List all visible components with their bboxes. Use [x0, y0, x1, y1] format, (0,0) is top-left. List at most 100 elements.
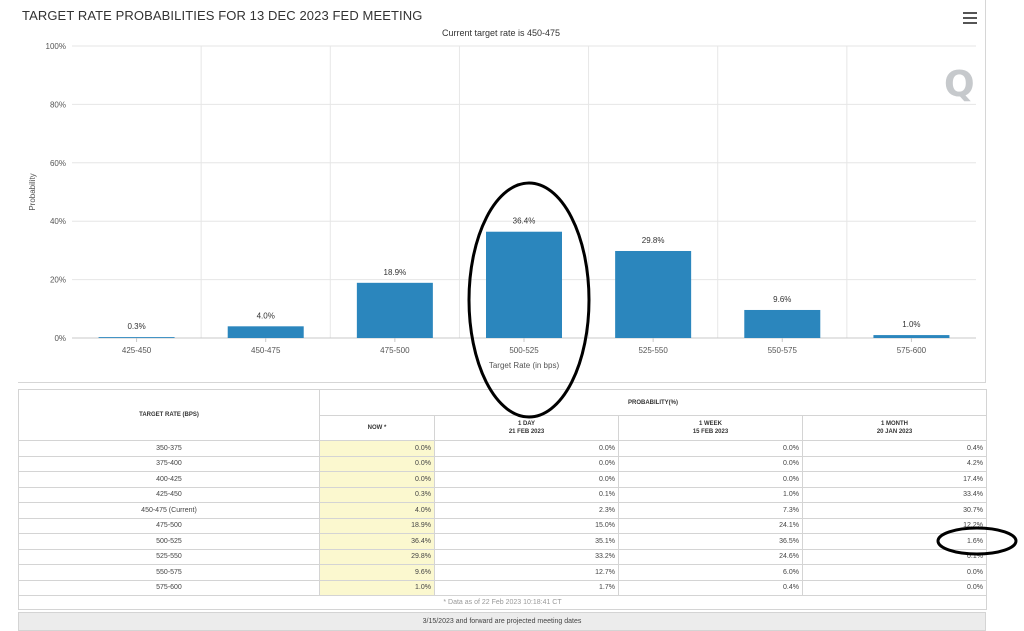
y-tick-label: 100%: [46, 42, 66, 51]
cell-range: 350-375: [18, 440, 320, 457]
cell-month: 33.4%: [802, 486, 987, 503]
x-tick-label: 425-450: [122, 346, 152, 355]
cell-day: 1.7%: [434, 579, 619, 596]
cell-day: 0.0%: [434, 471, 619, 488]
column-header-1-week: 1 WEEK 15 FEB 2023: [618, 415, 803, 441]
cell-week: 1.0%: [618, 486, 803, 503]
column-header-label: 1 MONTH: [881, 421, 908, 427]
bar-575-600: [873, 335, 950, 338]
cell-now: 0.0%: [319, 440, 435, 457]
cell-range: 425-450: [18, 486, 320, 503]
cell-day: 0.0%: [434, 455, 619, 472]
column-header-label: 1 WEEK: [698, 421, 722, 427]
cell-month: 17.4%: [802, 471, 987, 488]
bar-475-500: [356, 282, 433, 338]
cell-now: 0.0%: [319, 471, 435, 488]
column-header-date: 20 JAN 2023: [876, 429, 913, 435]
cell-range: 500-525: [18, 533, 320, 550]
cell-now: 0.3%: [319, 486, 435, 503]
cell-now: 36.4%: [319, 533, 435, 550]
cell-month: 0.0%: [802, 579, 987, 596]
cell-week: 6.0%: [618, 564, 803, 581]
table-row: 475-500 18.9% 15.0% 24.1% 12.2%: [18, 517, 987, 534]
column-header-label: 1 DAY: [517, 421, 536, 427]
x-tick-label: 525-550: [638, 346, 668, 355]
bar-500-525: [486, 231, 562, 338]
data-label: 0.3%: [127, 322, 145, 331]
table-row: 575-600 1.0% 1.7% 0.4% 0.0%: [18, 579, 987, 596]
table-row: 400-425 0.0% 0.0% 0.0% 17.4%: [18, 471, 987, 488]
cell-now: 4.0%: [319, 502, 435, 519]
data-label: 29.8%: [642, 236, 665, 245]
cell-day: 33.2%: [434, 548, 619, 565]
cell-now: 1.0%: [319, 579, 435, 596]
cell-day: 35.1%: [434, 533, 619, 550]
y-tick-label: 60%: [50, 159, 66, 168]
cell-month: 0.4%: [802, 440, 987, 457]
bar-450-475: [227, 326, 304, 338]
y-tick-label: 40%: [50, 217, 66, 226]
column-header-label: NOW *: [367, 425, 387, 431]
cell-week: 0.4%: [618, 579, 803, 596]
x-axis-label: Target Rate (in bps): [489, 361, 560, 370]
table-row: 450-475 (Current) 4.0% 2.3% 7.3% 30.7%: [18, 502, 987, 519]
x-tick-label: 475-500: [380, 346, 410, 355]
chart-subtitle: Current target rate is 450-475: [441, 28, 561, 38]
chart-title: TARGET RATE PROBABILITIES FOR 13 DEC 202…: [22, 8, 423, 23]
data-label: 18.9%: [384, 268, 407, 277]
bar-550-575: [744, 309, 821, 338]
cell-now: 9.6%: [319, 564, 435, 581]
table-row: 375-400 0.0% 0.0% 0.0% 4.2%: [18, 455, 987, 472]
cell-month: 30.7%: [802, 502, 987, 519]
column-header-now: NOW *: [319, 415, 435, 441]
cell-month: 4.2%: [802, 455, 987, 472]
column-header-1-day: 1 DAY 21 FEB 2023: [434, 415, 619, 441]
group-header: PROBABILITY(%): [319, 389, 987, 416]
cell-month: 1.6%: [802, 533, 987, 550]
bar-425-450: [98, 337, 175, 338]
table-row: 550-575 9.6% 12.7% 6.0% 0.0%: [18, 564, 987, 581]
cell-month: 12.2%: [802, 517, 987, 534]
cell-day: 15.0%: [434, 517, 619, 534]
cell-range: 550-575: [18, 564, 320, 581]
table-row: 425-450 0.3% 0.1% 1.0% 33.4%: [18, 486, 987, 503]
column-header-date: 15 FEB 2023: [692, 429, 729, 435]
probability-table: TARGET RATE (BPS) PROBABILITY(%) NOW * 1 …: [18, 389, 987, 610]
cell-day: 0.1%: [434, 486, 619, 503]
logo-q-icon: Q: [944, 64, 975, 105]
table-row: 525-550 29.8% 33.2% 24.6% 0.1%: [18, 548, 987, 565]
cell-day: 2.3%: [434, 502, 619, 519]
y-tick-label: 80%: [50, 100, 66, 109]
cell-week: 0.0%: [618, 471, 803, 488]
data-timestamp-note: * Data as of 22 Feb 2023 10:18:41 CT: [18, 595, 987, 610]
table-row: 500-525 36.4% 35.1% 36.5% 1.6%: [18, 533, 987, 550]
data-label: 1.0%: [902, 320, 920, 329]
cell-week: 7.3%: [618, 502, 803, 519]
cell-month: 0.0%: [802, 564, 987, 581]
x-tick-label: 575-600: [897, 346, 927, 355]
cell-range: 575-600: [18, 579, 320, 596]
cell-week: 24.1%: [618, 517, 803, 534]
x-tick-label: 550-575: [768, 346, 798, 355]
x-tick-label: 450-475: [251, 346, 281, 355]
cell-now: 29.8%: [319, 548, 435, 565]
bar-chart: 0% 20% 40% 60% 80% 100% Probability 0.3% 425-450…: [28, 42, 976, 370]
cell-week: 0.0%: [618, 455, 803, 472]
cell-range: 400-425: [18, 471, 320, 488]
cell-range: 475-500: [18, 517, 320, 534]
cell-week: 24.6%: [618, 548, 803, 565]
y-axis-label: Probability: [28, 173, 37, 210]
cell-week: 0.0%: [618, 440, 803, 457]
table-row: 350-375 0.0% 0.0% 0.0% 0.4%: [18, 440, 987, 457]
cell-range: 525-550: [18, 548, 320, 565]
projected-dates-note: 3/15/2023 and forward are projected meet…: [18, 612, 986, 631]
x-tick-label: 500-525: [509, 346, 539, 355]
y-tick-label: 20%: [50, 276, 66, 285]
cell-week: 36.5%: [618, 533, 803, 550]
cell-day: 12.7%: [434, 564, 619, 581]
bar-525-550: [615, 250, 692, 338]
hamburger-menu-icon[interactable]: [963, 12, 977, 24]
probability-table-container: TARGET RATE (BPS) PROBABILITY(%) NOW * 1 …: [18, 389, 987, 631]
cell-now: 0.0%: [319, 455, 435, 472]
column-header-1-month: 1 MONTH 20 JAN 2023: [802, 415, 987, 441]
